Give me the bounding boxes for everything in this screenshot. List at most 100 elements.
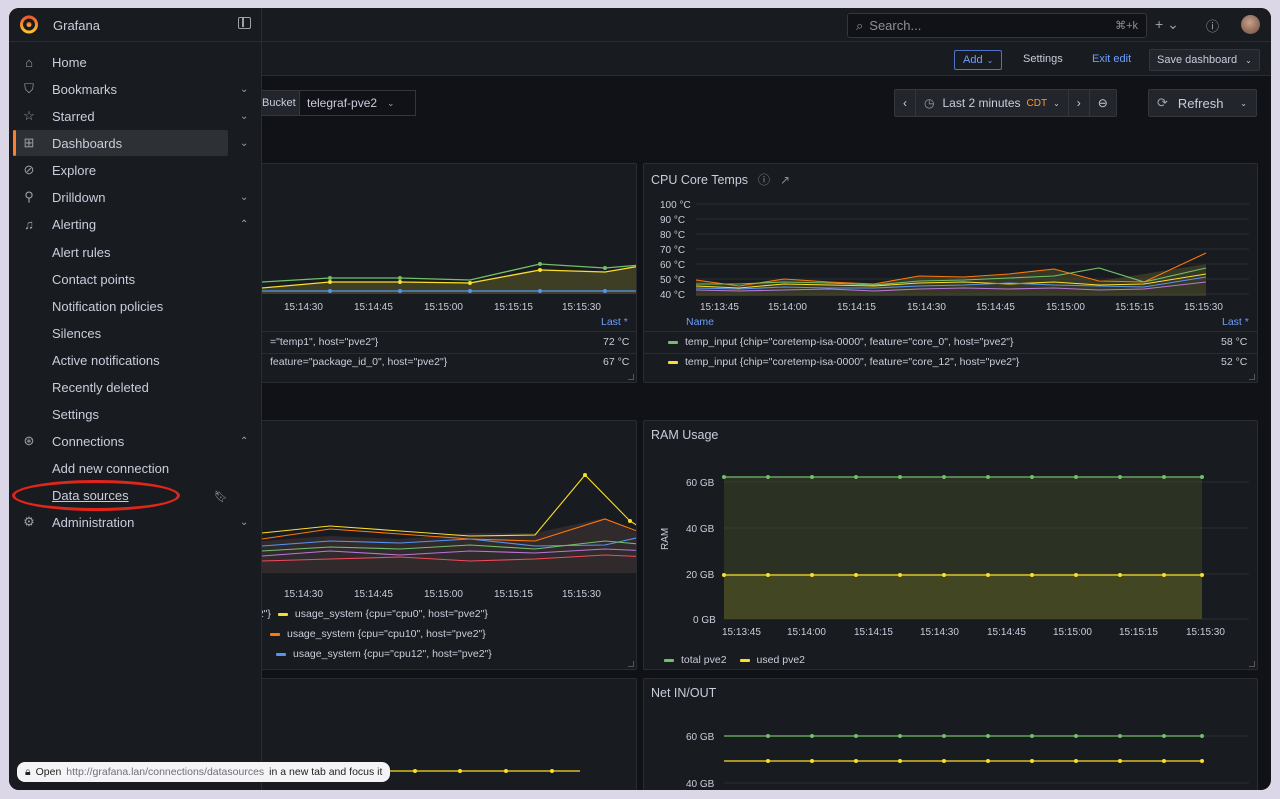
legend-swatch	[664, 658, 674, 662]
nav-sidebar: Grafana ⌂ Home ⛉ Bookmarks ⌄ ☆ Starred ⌄…	[9, 8, 391, 790]
x-tick: 15:15:15	[494, 302, 533, 313]
settings-button[interactable]: Settings	[1023, 53, 1063, 65]
search-placeholder: Search...	[869, 18, 922, 33]
sidebar-item-dashboards[interactable]: ⊞ Dashboards ⌄	[13, 130, 248, 156]
legend-swatch	[270, 632, 280, 636]
chevron-down-icon[interactable]: ⌄	[240, 110, 249, 122]
cpu-usage-panel[interactable]: 15:14:30 15:14:45 15:15:00 15:15:15 15:1…	[209, 420, 637, 670]
refresh-button[interactable]: ⟳ Refresh ⌄	[1148, 89, 1257, 117]
panel-resize-handle[interactable]	[628, 374, 634, 380]
x-tick: 15:14:30	[284, 302, 323, 313]
sidebar-item-drilldown[interactable]: ⚲ Drilldown ⌄	[14, 184, 248, 210]
chevron-down-icon[interactable]: ⌄	[240, 137, 249, 149]
sidebar-subitem-active-notifications[interactable]: Active notifications	[52, 353, 160, 368]
legend-row[interactable]: ="temp1", host="pve2"}	[270, 336, 378, 348]
add-button[interactable]: Add ⌄	[954, 50, 1003, 70]
legend-row[interactable]: temp_input {chip="coretemp-isa-0000", fe…	[668, 356, 1019, 368]
sidebar-item-label: Home	[52, 54, 87, 70]
sidebar-subitem-contact-points[interactable]: Contact points	[52, 272, 136, 287]
legend-row[interactable]: temp_input {chip="coretemp-isa-0000", fe…	[668, 336, 1014, 348]
x-tick: 15:15:00	[424, 589, 463, 600]
chevron-down-icon[interactable]: ⌄	[1240, 98, 1247, 108]
sidebar-item-bookmarks[interactable]: ⛉ Bookmarks ⌄	[14, 76, 248, 102]
panel-resize-handle[interactable]	[628, 661, 634, 667]
help-icon[interactable]: ⓘ	[1206, 19, 1220, 34]
cpu-core-temps-panel[interactable]: CPU Core Temps ⓘ ↗ 100 °C 90 °C 80 °C 70…	[643, 163, 1258, 383]
sidebar-item-home[interactable]: ⌂ Home	[14, 49, 228, 75]
zoom-out-button[interactable]: ⊖	[1090, 90, 1116, 116]
chevron-up-icon[interactable]: ⌃	[240, 435, 249, 447]
legend-row[interactable]: total pve2 used pve2	[664, 654, 805, 666]
bell-icon: ♫	[24, 216, 34, 232]
lock-icon: 🔒︎	[25, 765, 31, 778]
sidebar-item-label: Alerting	[52, 216, 97, 232]
net-in-out-panel[interactable]: Net IN/OUT 60 GB 40 GB	[643, 678, 1258, 790]
chevron-down-icon[interactable]: ⌄	[240, 516, 249, 528]
sidebar-item-administration[interactable]: ⚙ Administration ⌄	[14, 509, 248, 535]
x-tick: 15:13:45	[700, 302, 739, 313]
time-forward-button[interactable]: ›	[1069, 90, 1090, 116]
bookmark-icon[interactable]: 🔖︎	[214, 491, 228, 503]
legend-series-name: ="temp1", host="pve2"}	[270, 336, 379, 348]
ram-usage-panel[interactable]: RAM Usage RAM 60 GB 40 GB 20 GB 0 GB 15:…	[643, 420, 1258, 670]
legend-row[interactable]: usage_system {cpu="cpu12", host="pve2"}	[276, 648, 492, 660]
legend-last-header[interactable]: Last *	[1222, 316, 1249, 328]
legend-name-header[interactable]: Name	[686, 316, 715, 328]
panel-resize-handle[interactable]	[1249, 374, 1255, 380]
sidebar-item-connections[interactable]: ⊛ Connections ⌃	[14, 428, 249, 454]
refresh-icon: ⟳	[1157, 95, 1168, 110]
legend-last-header[interactable]: Last *	[601, 316, 628, 328]
sidebar-subitem-notification-policies[interactable]: Notification policies	[52, 299, 164, 314]
legend-row[interactable]: feature="package_id_0", host="pve2"}	[270, 356, 447, 368]
chevron-up-icon[interactable]: ⌃	[240, 218, 249, 230]
sidebar-item-explore[interactable]: ⊘ Explore	[14, 157, 228, 183]
x-tick: 15:15:15	[1115, 302, 1154, 313]
avatar[interactable]	[1241, 15, 1260, 34]
temps-panel[interactable]: 15:14:30 15:14:45 15:15:00 15:15:15 15:1…	[209, 163, 637, 383]
info-icon[interactable]: ⓘ	[758, 173, 771, 187]
sidebar-header: Grafana	[9, 8, 262, 42]
y-tick: 100 °C	[660, 200, 691, 211]
chevron-down-icon[interactable]: ⌄	[1245, 55, 1252, 65]
legend-value: 67 °C	[603, 356, 630, 368]
x-tick: 15:14:45	[354, 589, 393, 600]
legend-row[interactable]: e2"} usage_system {cpu="cpu0", host="pve…	[252, 608, 488, 620]
time-back-button[interactable]: ‹	[895, 90, 916, 116]
search-input[interactable]: ⌕ Search... ⌘+k	[847, 13, 1147, 38]
sidebar-item-alerting[interactable]: ♫ Alerting ⌃	[14, 211, 248, 237]
bucket-variable-select[interactable]: telegraf-pve2 ⌄	[299, 90, 416, 116]
status-prefix: Open	[35, 766, 62, 778]
exit-edit-button[interactable]: Exit edit	[1092, 53, 1132, 65]
x-tick: 15:15:00	[424, 302, 463, 313]
legend-row[interactable]: usage_system {cpu="cpu10", host="pve2"}	[270, 628, 486, 640]
x-tick: 15:14:45	[987, 627, 1026, 638]
x-tick: 15:14:45	[354, 302, 393, 313]
legend-series-name: usage_system {cpu="cpu0", host="pve2"}	[294, 608, 488, 620]
compass-icon: ⊘	[23, 162, 35, 177]
dock-menu-icon[interactable]	[238, 17, 251, 29]
sidebar-subitem-alerting-settings[interactable]: Settings	[52, 407, 99, 422]
legend-series-name: total pve2	[681, 654, 727, 666]
x-tick: 15:15:15	[1119, 627, 1158, 638]
x-tick: 15:15:30	[1184, 302, 1223, 313]
chevron-down-icon[interactable]: ⌄	[240, 83, 249, 95]
panel-resize-handle[interactable]	[1249, 661, 1255, 667]
time-picker-button[interactable]: ◷ Last 2 minutes CDT ⌄	[916, 90, 1069, 116]
sidebar-subitem-alert-rules[interactable]: Alert rules	[52, 245, 111, 260]
sidebar-subitem-silences[interactable]: Silences	[52, 326, 102, 341]
sidebar-item-starred[interactable]: ☆ Starred ⌄	[14, 103, 248, 129]
search-icon: ⌕	[856, 17, 864, 33]
y-tick: 40 °C	[660, 290, 685, 301]
grafana-logo-icon[interactable]	[19, 14, 39, 34]
save-dashboard-button[interactable]: Save dashboard ⌄	[1149, 49, 1260, 71]
status-suffix: in a new tab and focus it	[269, 766, 383, 778]
y-tick: 60 °C	[660, 260, 685, 271]
sidebar-subitem-recently-deleted[interactable]: Recently deleted	[52, 380, 149, 395]
panel-title: Net IN/OUT	[651, 686, 717, 700]
external-link-icon[interactable]: ↗	[780, 172, 791, 187]
sidebar-subitem-add-new-connection[interactable]: Add new connection	[52, 461, 170, 476]
red-annotation-circle	[12, 480, 180, 511]
y-tick: 80 °C	[660, 230, 685, 241]
plus-icon[interactable]: + ⌄	[1155, 16, 1179, 32]
chevron-down-icon[interactable]: ⌄	[240, 191, 249, 203]
